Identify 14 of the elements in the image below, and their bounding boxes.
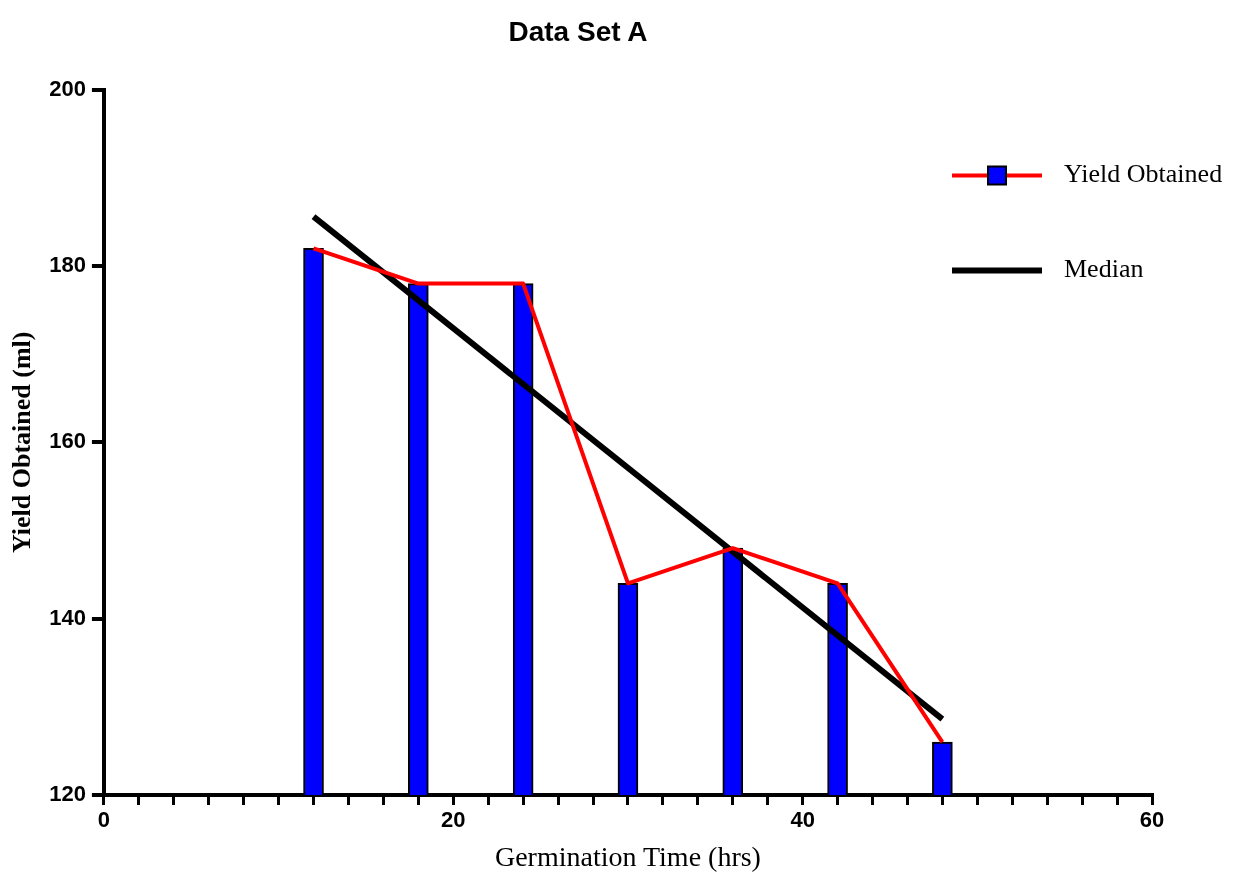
legend-label: Median	[1064, 254, 1144, 284]
y-tick-label: 120	[49, 781, 86, 807]
y-tick-label: 140	[49, 604, 86, 630]
legend-label: Yield Obtained	[1064, 159, 1223, 189]
chart-title: Data Set A	[508, 15, 648, 47]
x-tick-label: 20	[441, 807, 466, 833]
x-tick-label: 60	[1139, 807, 1165, 833]
x-tick-label: 40	[790, 807, 815, 833]
y-tick-label: 200	[49, 75, 86, 101]
y-tick-label: 180	[49, 252, 86, 278]
y-axis-title: Yield Obtained (ml)	[7, 331, 37, 554]
x-tick-label: 0	[97, 807, 111, 833]
y-tick-label: 160	[49, 428, 86, 454]
x-axis-title: Germination Time (hrs)	[494, 840, 761, 872]
